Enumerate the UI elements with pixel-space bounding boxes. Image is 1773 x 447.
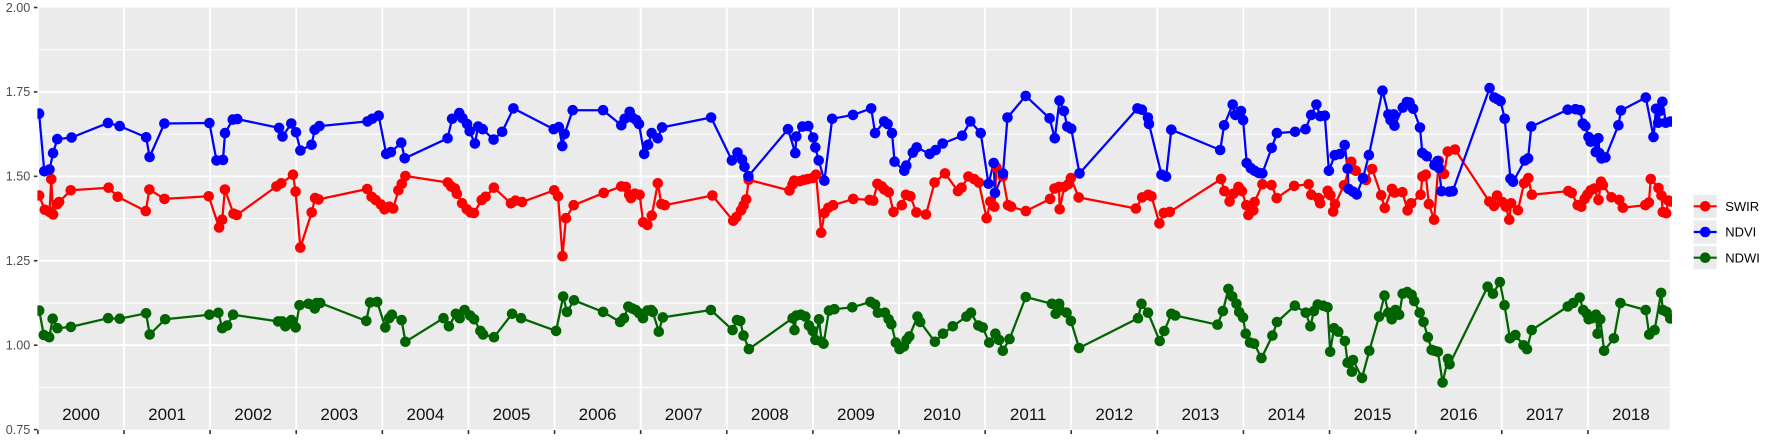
svg-text:2003: 2003 <box>320 405 358 424</box>
svg-text:2007: 2007 <box>665 405 703 424</box>
svg-text:1.00: 1.00 <box>6 339 31 353</box>
svg-text:1.25: 1.25 <box>6 254 31 268</box>
svg-text:2005: 2005 <box>493 405 531 424</box>
svg-text:0.75: 0.75 <box>6 423 31 437</box>
svg-text:2004: 2004 <box>406 405 444 424</box>
svg-text:2.00: 2.00 <box>6 1 31 15</box>
svg-text:2016: 2016 <box>1440 405 1478 424</box>
svg-text:2009: 2009 <box>837 405 875 424</box>
svg-text:2012: 2012 <box>1095 405 1133 424</box>
svg-text:2002: 2002 <box>234 405 272 424</box>
svg-text:2006: 2006 <box>579 405 617 424</box>
svg-text:SWIR: SWIR <box>1725 199 1759 214</box>
svg-text:2017: 2017 <box>1526 405 1564 424</box>
svg-text:1.75: 1.75 <box>6 85 31 99</box>
svg-text:2011: 2011 <box>1010 405 1047 424</box>
svg-text:2010: 2010 <box>923 405 961 424</box>
svg-text:2001: 2001 <box>148 405 186 424</box>
svg-text:2014: 2014 <box>1268 405 1306 424</box>
svg-text:2000: 2000 <box>62 405 100 424</box>
svg-text:NDVI: NDVI <box>1725 225 1756 240</box>
svg-text:2018: 2018 <box>1612 405 1650 424</box>
svg-text:2008: 2008 <box>751 405 789 424</box>
svg-text:2013: 2013 <box>1181 405 1219 424</box>
svg-text:1.50: 1.50 <box>6 170 31 184</box>
svg-text:2015: 2015 <box>1354 405 1392 424</box>
svg-text:NDWI: NDWI <box>1725 250 1760 265</box>
